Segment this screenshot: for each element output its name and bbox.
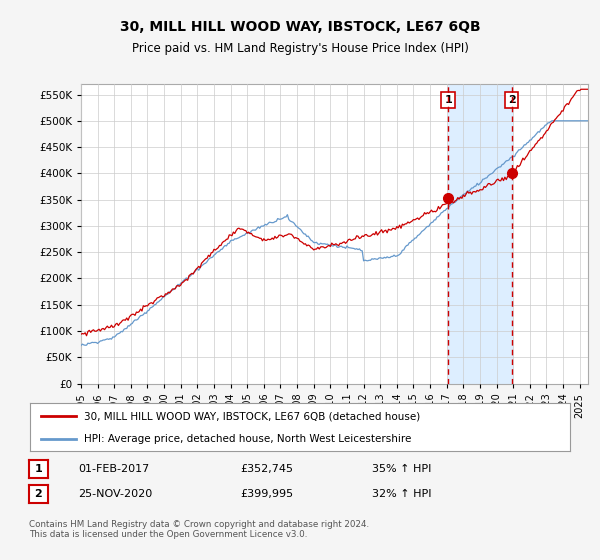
Text: 30, MILL HILL WOOD WAY, IBSTOCK, LE67 6QB: 30, MILL HILL WOOD WAY, IBSTOCK, LE67 6Q… — [119, 20, 481, 34]
Text: £352,745: £352,745 — [240, 464, 293, 474]
Text: 32% ↑ HPI: 32% ↑ HPI — [372, 489, 431, 499]
Text: 1: 1 — [35, 464, 42, 474]
Text: Contains HM Land Registry data © Crown copyright and database right 2024.
This d: Contains HM Land Registry data © Crown c… — [29, 520, 369, 539]
Text: 01-FEB-2017: 01-FEB-2017 — [78, 464, 149, 474]
Text: 35% ↑ HPI: 35% ↑ HPI — [372, 464, 431, 474]
Text: Price paid vs. HM Land Registry's House Price Index (HPI): Price paid vs. HM Land Registry's House … — [131, 42, 469, 55]
Text: £399,995: £399,995 — [240, 489, 293, 499]
Text: 2: 2 — [508, 95, 515, 105]
Text: 2: 2 — [35, 489, 42, 499]
Text: 30, MILL HILL WOOD WAY, IBSTOCK, LE67 6QB (detached house): 30, MILL HILL WOOD WAY, IBSTOCK, LE67 6Q… — [84, 411, 420, 421]
Text: 1: 1 — [444, 95, 452, 105]
Text: 25-NOV-2020: 25-NOV-2020 — [78, 489, 152, 499]
Bar — [448, 84, 512, 384]
Text: HPI: Average price, detached house, North West Leicestershire: HPI: Average price, detached house, Nort… — [84, 434, 412, 444]
